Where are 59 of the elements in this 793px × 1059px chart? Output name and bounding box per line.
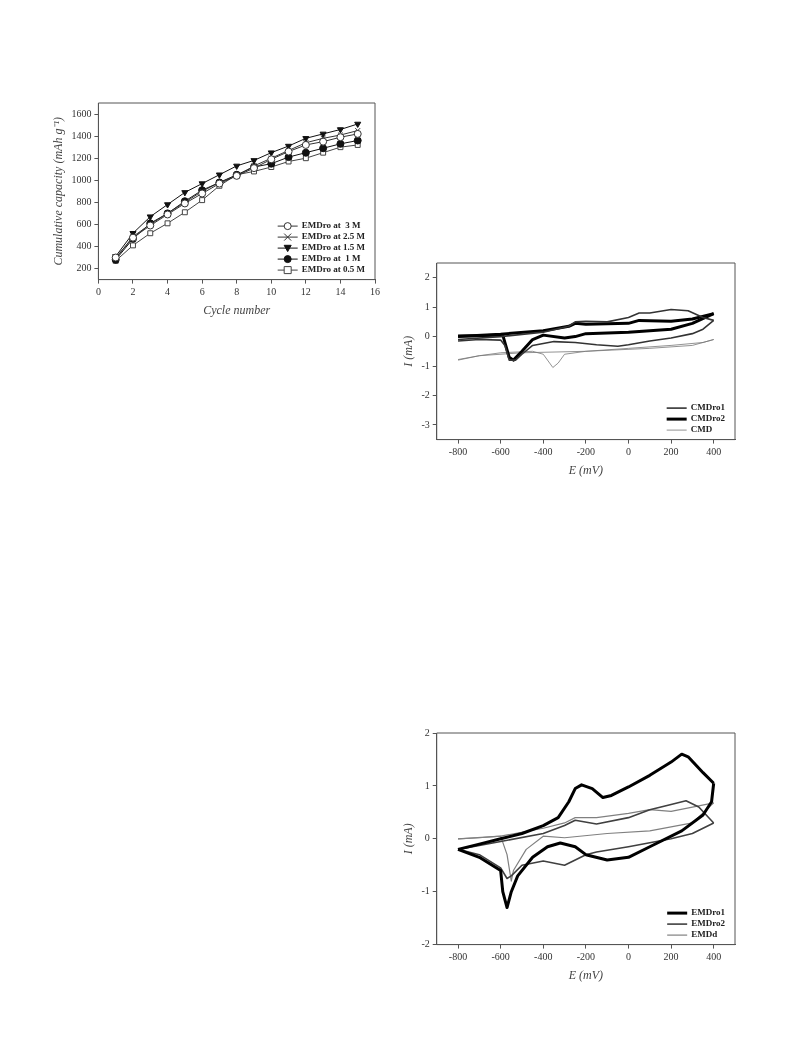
y-tick-label: 200 [76, 262, 92, 274]
x-tick-label: 16 [370, 286, 380, 298]
legend-label: EMDro at 0.5 M [301, 264, 366, 275]
legend-label: EMDro at 1 M [301, 253, 362, 264]
legend-label: EMDro2 [691, 918, 726, 929]
x-tick-label: 8 [234, 286, 240, 298]
x-axis-title: Cycle number [203, 302, 271, 317]
y-tick-label: 1 [424, 779, 430, 791]
legend-label: EMDro at 2.5 M [301, 231, 366, 242]
x-tick-label: -800 [448, 446, 468, 458]
y-axis-title: I (mA) [401, 823, 416, 856]
y-tick-label: 800 [76, 195, 92, 207]
x-tick-label: 2 [130, 286, 136, 298]
legend-label: EMDd [691, 929, 718, 940]
x-tick-label: 14 [335, 286, 346, 298]
y-tick-label: 1000 [71, 173, 92, 185]
x-tick-label: 200 [663, 446, 679, 458]
y-tick-label: -1 [421, 885, 430, 897]
x-tick-label: -800 [448, 951, 468, 963]
x-axis-title: E (mV) [567, 967, 604, 982]
x-tick-label: 10 [266, 286, 277, 298]
x-tick-label: 400 [706, 951, 722, 963]
y-tick-label: -2 [421, 389, 430, 401]
y-tick-label: -1 [421, 359, 430, 371]
y-axis-title: I (mA) [401, 335, 416, 368]
y-tick-label: 1400 [71, 129, 92, 141]
y-tick-label: 1200 [71, 151, 92, 163]
x-tick-label: -600 [491, 446, 510, 458]
x-tick-label: 0 [95, 286, 101, 298]
legend-label: EMDro at 3 M [301, 220, 362, 231]
y-tick-label: 600 [76, 218, 92, 230]
legend-label: CMDro2 [690, 413, 726, 424]
x-tick-label: -200 [576, 951, 596, 963]
x-tick-label: 400 [706, 446, 722, 458]
x-tick-label: 0 [625, 446, 631, 458]
x-tick-label: 12 [300, 286, 311, 298]
y-tick-label: 0 [424, 832, 430, 844]
x-tick-label: -200 [576, 446, 596, 458]
x-tick-label: 4 [165, 286, 171, 298]
x-tick-label: -600 [491, 951, 510, 963]
y-tick-label: 400 [76, 240, 92, 252]
x-tick-label: 0 [625, 951, 631, 963]
y-tick-label: 2 [424, 271, 430, 283]
x-tick-label: 200 [663, 951, 679, 963]
x-tick-label: 6 [199, 286, 205, 298]
legend-label: CMD [690, 424, 713, 435]
x-tick-label: -400 [534, 446, 553, 458]
y-tick-label: 1 [424, 300, 430, 312]
y-tick-label: 1600 [71, 107, 92, 119]
legend-label: EMDro1 [691, 907, 726, 918]
y-tick-label: -2 [421, 938, 430, 950]
y-tick-label: 0 [424, 330, 430, 342]
y-axis-title: Cumulative capacity (mAh g⁻¹) [51, 117, 66, 266]
y-tick-label: -3 [421, 418, 430, 430]
x-axis-title: E (mV) [567, 462, 604, 477]
legend-label: CMDro1 [690, 402, 726, 413]
legend-label: EMDro at 1.5 M [301, 242, 366, 253]
x-tick-label: -400 [534, 951, 553, 963]
y-tick-label: 2 [424, 726, 430, 738]
